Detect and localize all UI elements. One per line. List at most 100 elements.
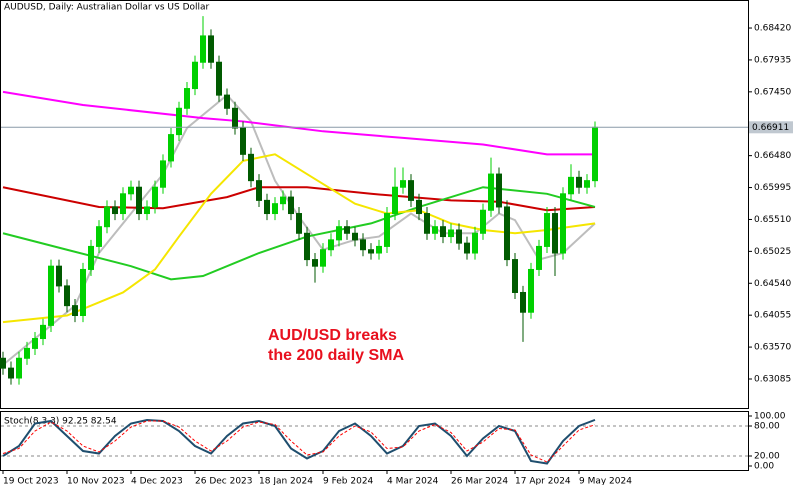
candle-body — [104, 206, 110, 228]
current-price-box — [749, 121, 793, 134]
candle-body — [368, 249, 374, 254]
candle-body — [312, 259, 318, 267]
candle-body — [528, 268, 534, 313]
candle-body — [184, 88, 190, 109]
x-tick-label: 4 Dec 2023 — [131, 477, 183, 485]
candle-body — [400, 180, 406, 188]
candle-body — [304, 232, 310, 261]
candle-body — [280, 196, 286, 205]
candle-body — [32, 338, 38, 349]
moving-average — [2, 153, 596, 324]
candle-body — [576, 176, 582, 188]
candle-body — [456, 229, 462, 244]
candle-body — [56, 265, 62, 287]
candle-body — [216, 61, 222, 96]
candle-body — [408, 180, 414, 201]
candle-body — [592, 126, 598, 182]
candle-body — [208, 35, 214, 63]
candle-body — [88, 245, 94, 270]
candle-body — [128, 186, 134, 195]
candle-body — [520, 291, 526, 313]
candle-body — [232, 107, 238, 129]
candle-body — [152, 186, 158, 208]
candle-body — [384, 213, 390, 247]
y-tick-label: 0.66480 — [754, 151, 791, 161]
candle-body — [464, 242, 470, 254]
candle-body — [392, 186, 398, 215]
candle-body — [144, 206, 150, 215]
candle-body — [320, 249, 326, 267]
candle-body — [544, 213, 550, 247]
x-tick-label: 10 Nov 2023 — [67, 477, 125, 485]
candle-body — [264, 199, 270, 215]
candle-body — [168, 134, 174, 162]
candle-body — [48, 265, 54, 326]
candle-body — [176, 107, 182, 136]
y-tick-label: 0.63570 — [754, 343, 791, 353]
candle-body — [240, 127, 246, 155]
candle-body — [224, 94, 230, 109]
candle-body — [288, 196, 294, 215]
candle-body — [120, 193, 126, 215]
stoch-line — [2, 420, 596, 463]
candle-body — [512, 259, 518, 293]
stoch-tick-label: 20.00 — [754, 452, 780, 462]
stoch-tick-label: 100.00 — [754, 412, 786, 422]
y-tick-label: 0.65510 — [754, 215, 791, 225]
candle-body — [336, 226, 342, 241]
candle-body — [560, 193, 566, 254]
annotation: AUD/USD breaks — [268, 327, 397, 344]
candle-body — [504, 206, 510, 261]
candle-body — [16, 357, 22, 379]
candle-body — [552, 213, 558, 254]
candle-body — [376, 245, 382, 254]
candle-body — [360, 239, 366, 251]
candle-body — [256, 180, 262, 201]
candle-body — [472, 232, 478, 254]
stoch-tick-label: 80.00 — [754, 422, 780, 432]
x-tick-label: 26 Dec 2023 — [195, 477, 253, 485]
candle-body — [80, 268, 86, 317]
candle-body — [40, 324, 46, 340]
x-tick-label: 19 Oct 2023 — [3, 477, 59, 485]
candle-body — [344, 226, 350, 234]
candle-body — [480, 209, 486, 234]
candle-body — [440, 226, 446, 238]
candle-body — [96, 226, 102, 247]
y-tick-label: 0.64540 — [754, 279, 791, 289]
y-tick-label: 0.67450 — [754, 87, 791, 97]
candle-body — [424, 213, 430, 234]
candle-body — [160, 160, 166, 188]
y-tick-label: 0.68420 — [754, 24, 791, 34]
candle-body — [568, 176, 574, 195]
candle-body — [416, 199, 422, 215]
stoch-line — [2, 418, 596, 465]
y-tick-label: 0.67935 — [754, 55, 791, 65]
candle-body — [8, 367, 14, 379]
y-tick-label: 0.65995 — [754, 183, 791, 193]
candle-body — [24, 347, 30, 359]
current-price-label: 0.66911 — [752, 123, 789, 133]
stoch-title: Stoch(8,3,3) 92.25 82.54 — [4, 417, 117, 427]
candle-body — [112, 206, 118, 215]
x-tick-label: 9 Feb 2024 — [323, 477, 374, 485]
candle-body — [296, 213, 302, 234]
candle-body — [64, 285, 70, 307]
x-tick-label: 17 Apr 2024 — [515, 477, 571, 485]
candle-body — [136, 186, 142, 215]
candle-body — [584, 180, 590, 188]
chart-title: AUDUSD, Daily: Australian Dollar vs US D… — [4, 3, 210, 13]
candle-body — [352, 232, 358, 241]
candle-body — [496, 173, 502, 208]
x-tick-label: 18 Jan 2024 — [259, 477, 313, 485]
y-tick-label: 0.63085 — [754, 374, 791, 384]
candle-body — [200, 35, 206, 63]
y-tick-label: 0.65025 — [754, 247, 791, 257]
moving-average — [2, 90, 595, 156]
candle-body — [488, 173, 494, 211]
stoch-frame — [0, 411, 749, 471]
candle-body — [192, 61, 198, 90]
candle-body — [328, 239, 334, 251]
main-frame — [0, 0, 749, 409]
